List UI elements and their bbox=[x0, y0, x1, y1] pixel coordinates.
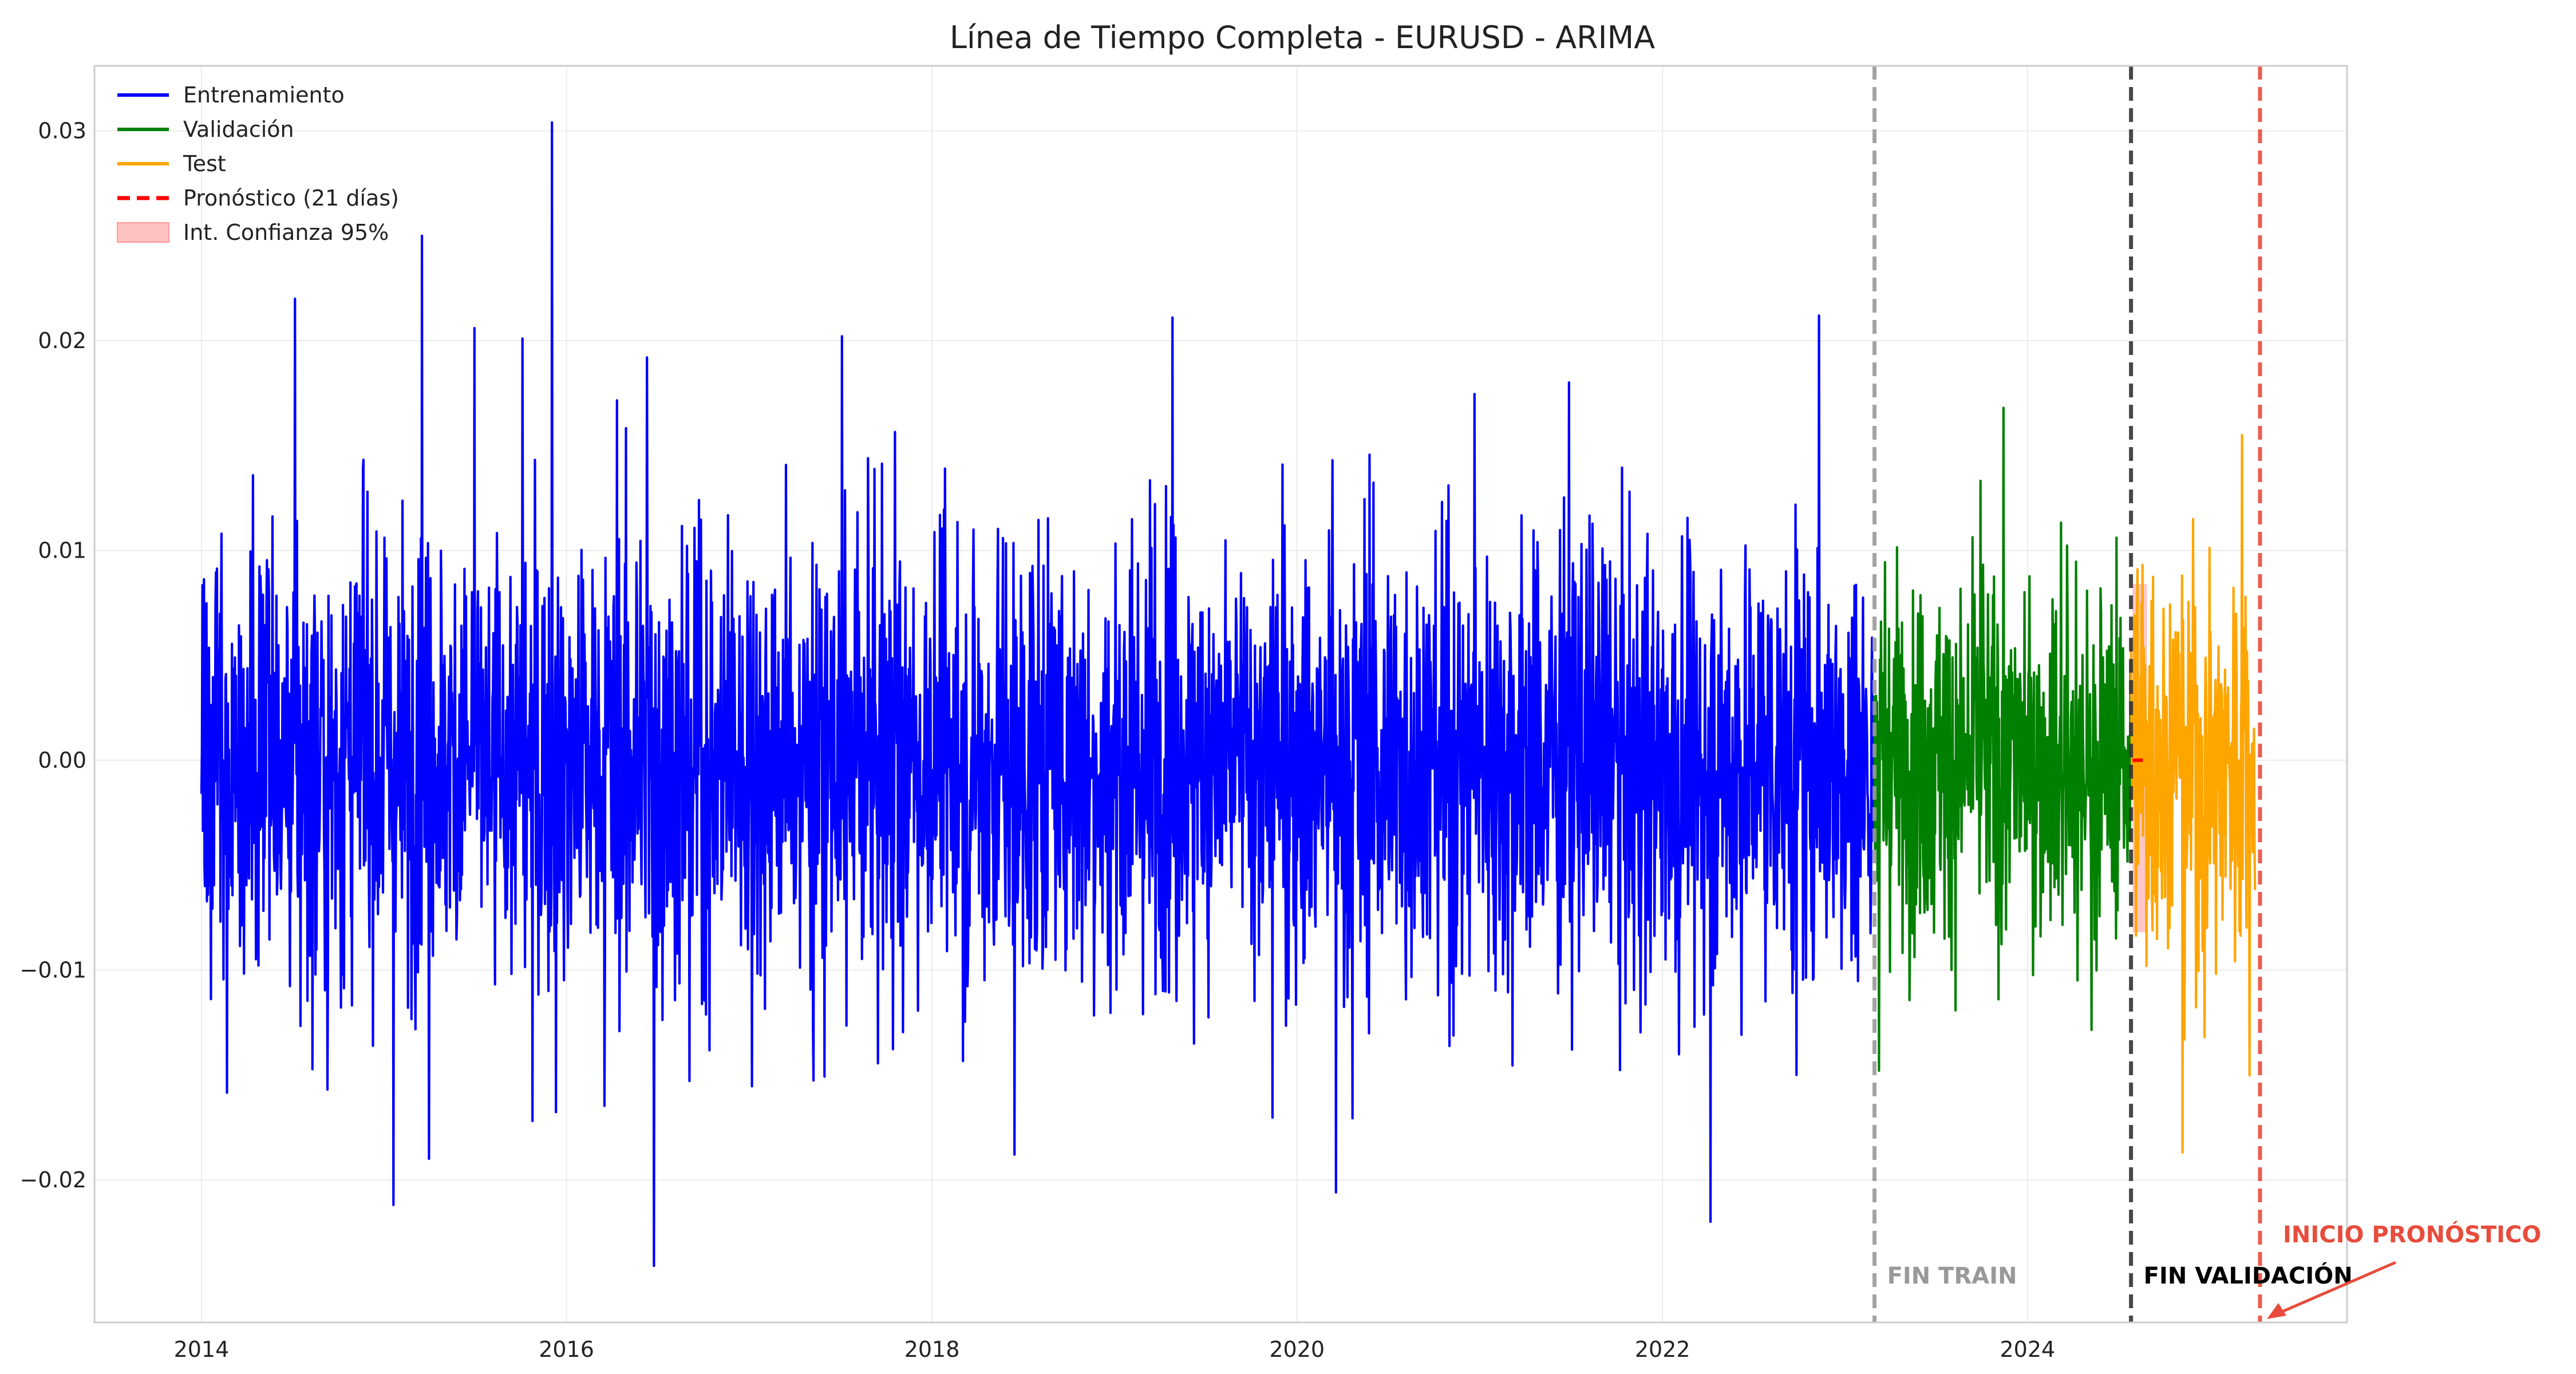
legend-label: Entrenamiento bbox=[183, 82, 345, 108]
x-axis: 2014 2016 2018 2020 2022 2024 bbox=[174, 1337, 2056, 1362]
legend-label: Test bbox=[183, 151, 226, 176]
series-line bbox=[1873, 406, 2132, 1072]
series-line bbox=[2129, 433, 2257, 1154]
y-tick-label: −0.01 bbox=[20, 957, 86, 982]
annotations: FIN TRAIN FIN VALIDACIÓN INICIO PRONÓSTICO bbox=[1887, 1221, 2541, 1319]
legend-swatch bbox=[117, 222, 169, 243]
vline-layer bbox=[1872, 66, 2262, 1322]
y-tick-label: 0.01 bbox=[38, 538, 86, 563]
legend-label: Int. Confianza 95% bbox=[183, 220, 389, 245]
x-tick-label: 2018 bbox=[904, 1337, 960, 1362]
annotation-arrowhead bbox=[2267, 1303, 2287, 1319]
legend-label: Validación bbox=[183, 117, 294, 142]
plot-border bbox=[93, 65, 2348, 1324]
y-tick-label: 0.03 bbox=[38, 119, 86, 144]
x-tick-label: 2020 bbox=[1269, 1337, 1325, 1362]
annotation-arrow bbox=[2278, 1261, 2397, 1315]
x-tick-label: 2016 bbox=[539, 1337, 594, 1362]
annotation-inicio-pronostico: INICIO PRONÓSTICO bbox=[2283, 1221, 2541, 1248]
y-tick-label: 0.00 bbox=[38, 748, 86, 773]
x-tick-label: 2022 bbox=[1635, 1337, 1690, 1362]
annotation-fin-train: FIN TRAIN bbox=[1887, 1263, 2017, 1289]
legend: Entrenamiento Validación Test Pronóstico (2… bbox=[117, 82, 399, 245]
x-tick-label: 2024 bbox=[2000, 1337, 2055, 1362]
y-tick-label: 0.02 bbox=[38, 328, 86, 353]
y-tick-label: −0.02 bbox=[20, 1167, 86, 1193]
x-tick-label: 2014 bbox=[174, 1337, 230, 1362]
series-line bbox=[200, 121, 1876, 1268]
series-layer bbox=[200, 121, 2257, 1268]
annotation-fin-validacion: FIN VALIDACIÓN bbox=[2144, 1262, 2353, 1289]
chart-title: Línea de Tiempo Completa - EURUSD - ARIM… bbox=[950, 19, 1655, 56]
legend-label: Pronóstico (21 días) bbox=[183, 185, 399, 211]
y-axis: −0.02 −0.01 0.00 0.01 0.02 0.03 bbox=[20, 119, 86, 1193]
